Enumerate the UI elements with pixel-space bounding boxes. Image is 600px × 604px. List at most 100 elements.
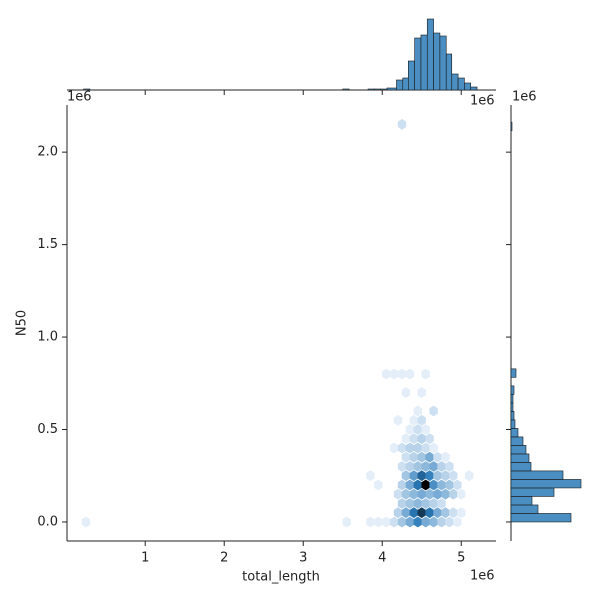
top-hist-bar: [402, 77, 409, 91]
top-hist-bar: [367, 88, 375, 91]
top-hist-bar: [439, 35, 447, 91]
hexbin: [405, 442, 415, 454]
hexbin: [397, 442, 407, 454]
hexbin: [397, 516, 407, 528]
right-hist-bar: [510, 496, 533, 506]
hexbin: [425, 488, 434, 500]
hexbin: [405, 516, 415, 528]
hexbin: [389, 368, 399, 380]
top-hist-bar: [408, 60, 415, 91]
hexbin: [405, 461, 415, 472]
hexbin: [417, 488, 426, 500]
right-hist-bar: [510, 402, 514, 412]
hexbin: [441, 470, 450, 482]
hexbin: [453, 479, 462, 491]
top-margin-offset-label: 1e6: [470, 94, 495, 109]
right-hist-bar: [510, 121, 513, 132]
hexbin: [449, 488, 458, 500]
hexbin: [409, 488, 418, 500]
hexbin: [409, 507, 418, 519]
y-tick-label: 0.0: [37, 514, 58, 529]
top-hist-bar: [386, 87, 397, 91]
top-hist-bar: [342, 88, 350, 91]
hexbin: [397, 498, 407, 509]
hexbin: [409, 414, 418, 426]
hexbin: [401, 451, 411, 463]
hexbin: [405, 479, 415, 491]
hexbin: [413, 461, 422, 472]
y-tick-label: 2.0: [37, 145, 58, 160]
hexbin: [425, 433, 434, 445]
top-hist-bar: [414, 37, 422, 91]
hexbin: [393, 488, 403, 500]
hexbin: [437, 461, 446, 472]
hexbin: [413, 442, 422, 454]
right-hist-bar: [510, 411, 515, 421]
top-hist-bar: [433, 32, 441, 91]
top-hist-bar: [396, 79, 404, 91]
hexbin: [437, 479, 446, 491]
hexbin: [457, 488, 466, 500]
hexbin: [441, 507, 450, 519]
top-hist-bar: [464, 82, 472, 91]
right-hist-bar: [510, 487, 555, 497]
top-hist-bar: [426, 18, 434, 91]
hexbin: [449, 507, 458, 519]
hexbin: [433, 470, 442, 482]
right-hist-bar: [510, 504, 539, 514]
hexbin: [397, 461, 407, 472]
hexbin: [405, 498, 415, 509]
hexbin: [413, 516, 422, 528]
hexbin: [425, 470, 434, 482]
hexbin: [437, 516, 446, 528]
hexbin: [417, 433, 426, 445]
hexbin: [445, 461, 454, 472]
hexbin: [429, 479, 438, 491]
hexbin: [445, 516, 454, 528]
hexbin: [429, 442, 438, 454]
hexbin: [374, 516, 383, 528]
right-hist-bar: [510, 513, 572, 523]
hexbin: [401, 507, 411, 519]
hexbin: [374, 479, 383, 491]
hexbin: [81, 516, 91, 528]
top-hist-bar: [457, 77, 465, 91]
right-hist-bar: [510, 428, 519, 438]
hexbin: [397, 479, 407, 491]
hexbin: [401, 470, 411, 482]
hexbin: [421, 424, 430, 435]
top-hist-bar: [470, 86, 478, 91]
hexbin: [413, 405, 422, 417]
hexbin: [409, 451, 418, 463]
right-hist-bar: [510, 385, 515, 395]
hexbin: [366, 516, 375, 528]
top-hist-bar: [420, 34, 428, 91]
hexbin: [421, 516, 430, 528]
hexbin: [413, 479, 422, 491]
hexbin: [429, 405, 438, 417]
y-tick-label: 0.5: [37, 422, 58, 437]
top-hist-bar: [445, 53, 453, 91]
hexbin: [405, 368, 415, 380]
hexbin: [464, 470, 474, 482]
hexbin: [409, 433, 418, 445]
hexbin: [382, 368, 391, 380]
y-axis-label: N50: [15, 310, 30, 336]
hexbin: [433, 488, 442, 500]
hexbin: [417, 414, 426, 426]
hexbin: [421, 479, 430, 491]
hexbin: [417, 470, 426, 482]
right-hist-bar: [510, 462, 532, 472]
right-hist-bar: [510, 445, 527, 455]
x-offset-label: 1e6: [470, 569, 495, 584]
hexbin: [417, 387, 426, 398]
hexbin: [413, 498, 422, 509]
hexbin: [405, 424, 415, 435]
hexbin: [401, 433, 411, 445]
hexbin: [401, 387, 411, 398]
y-tick-label: 1.5: [37, 237, 58, 252]
top-hist-bar: [83, 88, 91, 91]
right-hist-bar: [510, 453, 530, 463]
hexbin: [417, 451, 426, 463]
right-hist-bar: [510, 436, 524, 446]
